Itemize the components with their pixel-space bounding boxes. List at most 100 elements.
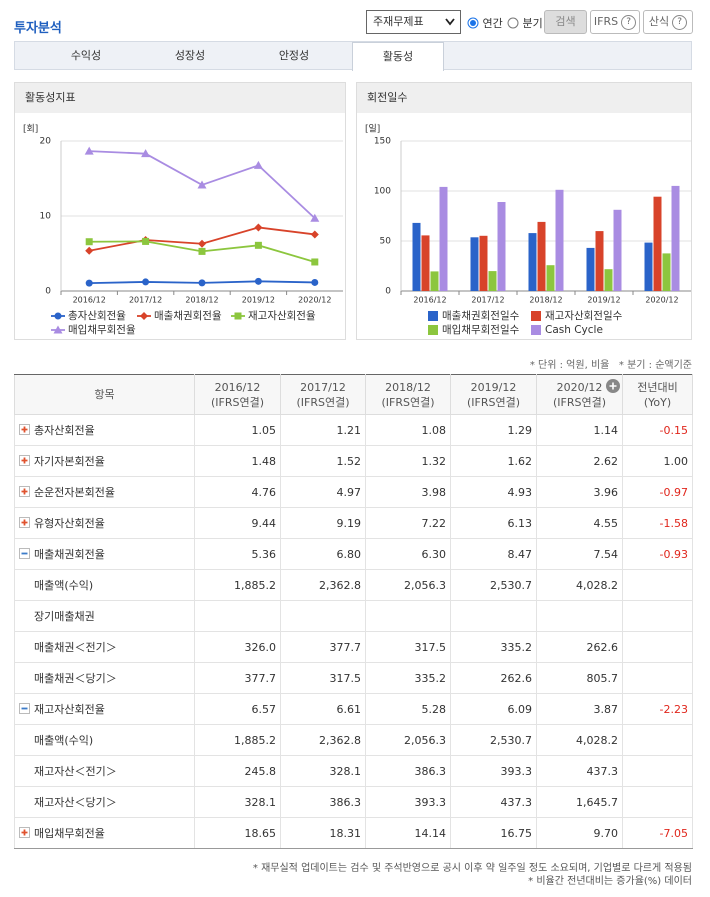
button-label: IFRS xyxy=(593,15,619,28)
row-label-cell: 장기매출채권 xyxy=(14,600,195,632)
value-cell: 437.3 xyxy=(450,786,537,818)
bar xyxy=(613,209,622,291)
footnotes: * 재무실적 업데이트는 검수 및 주석반영으로 공시 이후 약 일주일 정도 … xyxy=(253,862,692,888)
yoy-header: (YoY) xyxy=(643,395,672,409)
bar xyxy=(555,189,564,291)
value-cell: 386.3 xyxy=(280,786,366,818)
x-tick-label: 2020/12 xyxy=(298,296,331,305)
value: 4.76 xyxy=(251,485,277,499)
bar xyxy=(644,242,653,291)
yoy-value: -0.93 xyxy=(659,547,688,561)
value-cell: 9.70 xyxy=(536,817,623,849)
icon-plus xyxy=(609,382,617,390)
x-tick-label: 2017/12 xyxy=(471,296,504,305)
value: 4.97 xyxy=(336,485,362,499)
yoy-value: -7.05 xyxy=(659,826,688,840)
table-row: 매출액(수익) 1,885.2 2,362.8 2,056.3 2,530.7 4,028… xyxy=(14,569,693,601)
value-cell: 1.00 xyxy=(622,445,693,477)
radio-annual[interactable]: 연간 xyxy=(467,15,503,31)
search-button[interactable]: 검색 xyxy=(544,10,587,34)
yoy-value: 1.00 xyxy=(663,454,689,468)
basis: (IFRS연결) xyxy=(381,395,435,409)
bar xyxy=(537,221,546,291)
value-cell: 5.28 xyxy=(365,693,451,725)
expand-icon[interactable] xyxy=(19,486,30,497)
value: 2,530.7 xyxy=(490,733,532,747)
ifrs-button[interactable]: IFRS? xyxy=(590,10,640,34)
table-row: 매출채권＜전기＞ 326.0 377.7 317.5 335.2 262.6 xyxy=(14,631,693,663)
value: 3.87 xyxy=(593,702,619,716)
value-cell xyxy=(622,786,693,818)
value-cell: 4,028.2 xyxy=(536,569,623,601)
value: 14.14 xyxy=(414,826,447,840)
value-cell: 6.13 xyxy=(450,507,537,539)
tab-active[interactable]: 활동성 xyxy=(352,42,444,71)
collapse-icon[interactable] xyxy=(19,548,30,559)
value: 7.22 xyxy=(421,516,447,530)
bar xyxy=(653,196,662,291)
legend-label: 매입채무회전율 xyxy=(68,323,136,336)
radio-label: 연간 xyxy=(482,17,503,30)
value-cell: 6.30 xyxy=(365,538,451,570)
bar xyxy=(604,269,613,291)
value-cell: 3.96 xyxy=(536,476,623,508)
legend-label: 매입채무회전일수 xyxy=(442,323,520,336)
expand-icon[interactable] xyxy=(19,424,30,435)
tab[interactable]: 수익성 xyxy=(70,49,102,62)
row-label-cell: 매출채권회전율 xyxy=(14,538,195,570)
value-cell: 335.2 xyxy=(450,631,537,663)
bar xyxy=(671,185,680,291)
add-icon[interactable] xyxy=(606,379,620,393)
value-cell: 6.80 xyxy=(280,538,366,570)
value-cell: 1.48 xyxy=(194,445,281,477)
expand-icon[interactable] xyxy=(19,827,30,838)
statement-select[interactable]: 주재무제표 xyxy=(366,10,461,34)
value-cell: 1,645.7 xyxy=(536,786,623,818)
tab[interactable]: 안정성 xyxy=(278,49,310,62)
value: 317.5 xyxy=(414,640,447,654)
radio-unchecked xyxy=(507,17,519,29)
header-cell: 2018/12 (IFRS연결) xyxy=(365,374,451,415)
header-cell: 2020/12 (IFRS연결) xyxy=(536,374,623,415)
yoy-value: -1.58 xyxy=(659,516,688,530)
value: 2.62 xyxy=(593,454,619,468)
value: 335.2 xyxy=(500,640,533,654)
value-cell: 4,028.2 xyxy=(536,724,623,756)
row-label: 매출채권＜전기＞ xyxy=(34,641,117,654)
point xyxy=(140,312,148,320)
x-tick-label: 2016/12 xyxy=(413,296,446,305)
bar xyxy=(528,233,537,291)
value-cell: 377.7 xyxy=(280,631,366,663)
x-tick-label: 2018/12 xyxy=(529,296,562,305)
table-row: 총자산회전율 1.05 1.21 1.08 1.29 1.14 -0.15 xyxy=(14,414,693,446)
row-label-cell: 재고자산회전율 xyxy=(14,693,195,725)
table-row: 매출액(수익) 1,885.2 2,362.8 2,056.3 2,530.7 4,028… xyxy=(14,724,693,756)
bar xyxy=(421,235,430,291)
formula-button[interactable]: 산식? xyxy=(643,10,693,34)
expand-icon[interactable] xyxy=(19,455,30,466)
radio-quarter[interactable]: 분기 xyxy=(507,15,543,31)
value-cell xyxy=(365,600,451,632)
value-cell: 437.3 xyxy=(536,755,623,787)
value-cell xyxy=(450,600,537,632)
tab[interactable]: 성장성 xyxy=(174,49,206,62)
icon-sign xyxy=(21,457,28,464)
value-cell: 245.8 xyxy=(194,755,281,787)
value-cell xyxy=(622,755,693,787)
value-cell: 393.3 xyxy=(365,786,451,818)
icon-sign xyxy=(21,829,28,836)
basis: (IFRS연결) xyxy=(210,395,265,409)
value: 386.3 xyxy=(329,795,362,809)
collapse-icon[interactable] xyxy=(19,703,30,714)
period: 2016/12 xyxy=(214,380,261,394)
value-cell: 2,056.3 xyxy=(365,724,451,756)
table-row: 유형자산회전율 9.44 9.19 7.22 6.13 4.55 -1.58 xyxy=(14,507,693,539)
value: 6.80 xyxy=(336,547,362,561)
y-tick-label: 0 xyxy=(385,287,391,297)
value-cell: 6.61 xyxy=(280,693,366,725)
value: 7.54 xyxy=(593,547,619,561)
value: 2,056.3 xyxy=(404,733,446,747)
value: 4,028.2 xyxy=(576,733,618,747)
expand-icon[interactable] xyxy=(19,517,30,528)
